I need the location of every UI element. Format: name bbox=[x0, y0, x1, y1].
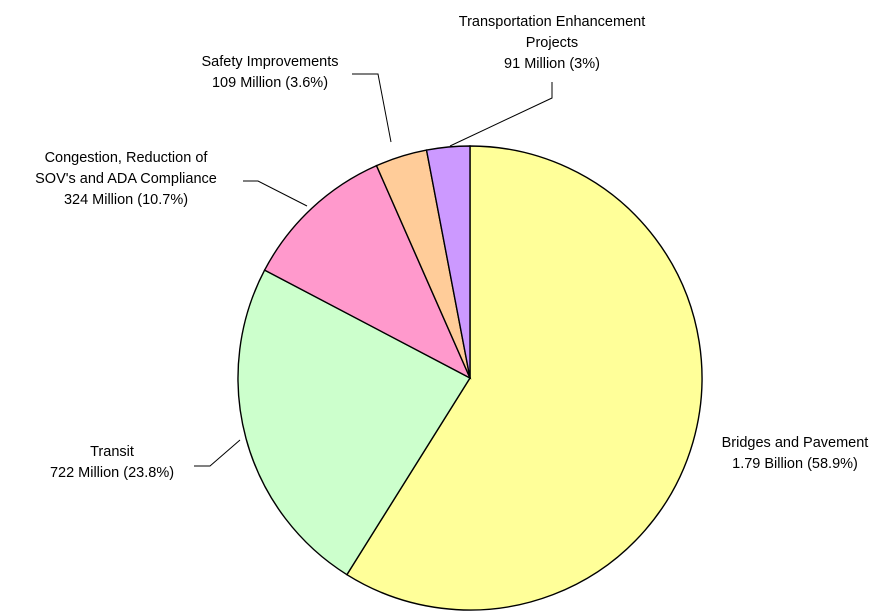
slice-label-1: Transit 722 Million (23.8%) bbox=[50, 444, 174, 481]
slice-label-line: 324 Million (10.7%) bbox=[64, 192, 188, 208]
leader-line-1 bbox=[194, 439, 241, 467]
pie-slice-1 bbox=[237, 269, 471, 576]
slice-label-line: 1.79 Billion (58.9%) bbox=[732, 456, 858, 472]
leader-line-4 bbox=[449, 82, 553, 147]
slice-label-line: Bridges and Pavement bbox=[722, 435, 869, 451]
pie-slice-0 bbox=[345, 145, 703, 611]
slice-label-line: 722 Million (23.8%) bbox=[50, 465, 174, 481]
slice-label-3: Safety Improvements 109 Million (3.6%) bbox=[202, 54, 339, 91]
slice-label-line: Safety Improvements bbox=[202, 54, 339, 70]
slice-label-4: Transportation Enhancement Projects 91 Mil… bbox=[459, 14, 645, 72]
slice-label-2: Congestion, Reduction of SOV's and ADA Co… bbox=[35, 150, 217, 208]
pie-slice-2 bbox=[263, 164, 472, 380]
slice-labels: Bridges and Pavement 1.79 Billion (58.9%)… bbox=[35, 14, 868, 481]
slice-label-line: Congestion, Reduction of bbox=[45, 150, 209, 166]
leader-line-3 bbox=[352, 73, 392, 143]
label-leaders bbox=[194, 73, 553, 467]
slice-label-0: Bridges and Pavement 1.79 Billion (58.9%) bbox=[722, 435, 869, 472]
slice-label-line: SOV's and ADA Compliance bbox=[35, 171, 217, 187]
slice-label-line: 109 Million (3.6%) bbox=[212, 75, 328, 91]
slice-label-line: 91 Million (3%) bbox=[504, 56, 600, 72]
slice-label-line: Transit bbox=[90, 444, 134, 460]
slice-label-line: Transportation Enhancement bbox=[459, 14, 645, 30]
slice-label-line: Projects bbox=[526, 35, 578, 51]
pie-slices bbox=[237, 145, 703, 611]
pie-slice-4 bbox=[425, 145, 471, 379]
leader-line-2 bbox=[243, 180, 308, 207]
